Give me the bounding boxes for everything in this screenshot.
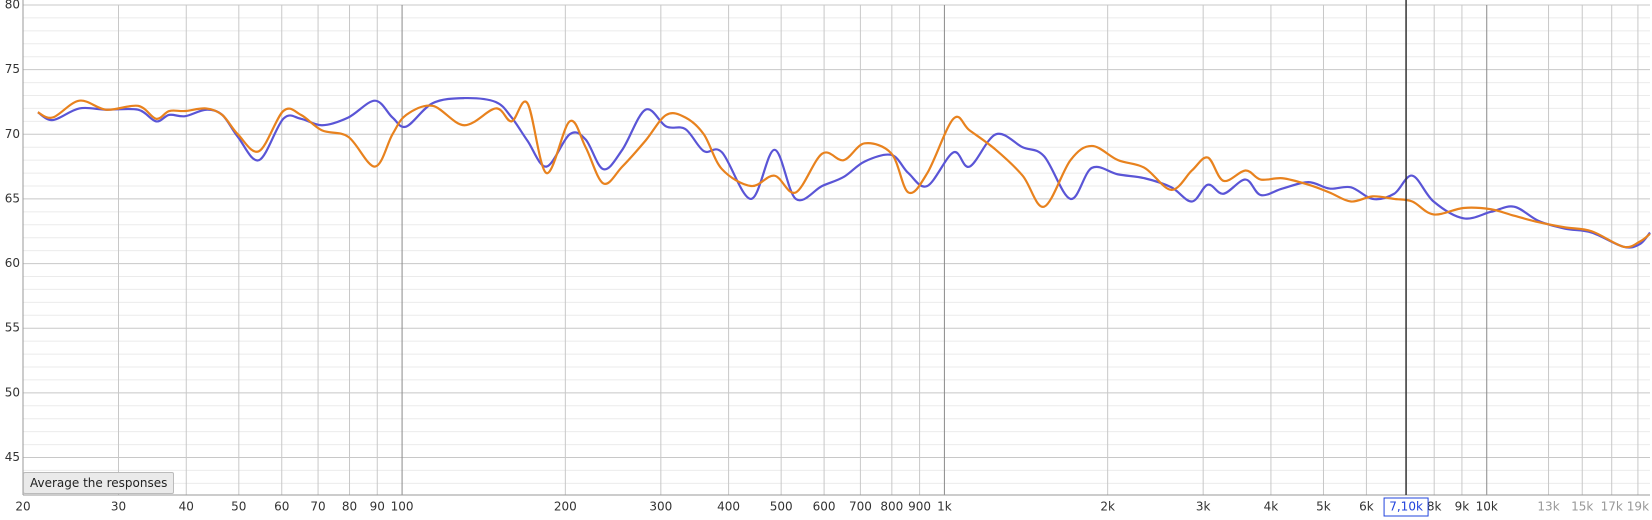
x-tick-label: 15k [1571,500,1593,514]
average-button[interactable]: Average the responses [23,472,175,494]
x-tick-label: 13k [1537,500,1559,514]
x-tick-label: 200 [554,500,577,514]
y-tick-label: 65 [5,191,20,205]
x-tick-label: 8k [1427,500,1442,514]
x-tick-label: 30 [111,500,126,514]
y-tick-label: 75 [5,62,20,76]
cursor-label: 7,10k [1389,500,1423,514]
y-tick-label: 60 [5,256,20,270]
x-tick-label: 700 [849,500,872,514]
x-tick-label: 70 [310,500,325,514]
x-tick-label: 10k [1476,500,1498,514]
x-tick-label: 300 [649,500,672,514]
x-tick-label: 2k [1100,500,1115,514]
x-tick-label: 500 [770,500,793,514]
x-tick-label: 20 [15,500,30,514]
x-tick-label: 4k [1264,500,1279,514]
x-tick-label: 5k [1316,500,1331,514]
x-tick-label: 100 [391,500,414,514]
x-tick-label: 80 [342,500,357,514]
response-line [37,96,1651,249]
x-tick-label: 6k [1359,500,1374,514]
y-tick-label: 50 [5,385,20,399]
x-tick-label: 800 [880,500,903,514]
x-tick-label: 600 [813,500,836,514]
y-tick-label: 80 [5,0,20,12]
cursor-box [1383,497,1429,517]
x-tick-label: 90 [370,500,385,514]
x-tick-label: 900 [908,500,931,514]
x-tick-label: 1k [937,500,952,514]
x-tick-label: 19k [1627,500,1649,514]
y-tick-label: 55 [5,321,20,335]
x-tick-label: 50 [231,500,246,514]
x-tick-label: 40 [179,500,194,514]
y-tick-label: 70 [5,127,20,141]
x-tick-label: 400 [717,500,740,514]
y-tick-label: 45 [5,450,20,464]
x-tick-label: 60 [274,500,289,514]
x-tick-label: 17k [1601,500,1623,514]
x-tick-label: 3k [1196,500,1211,514]
response-line [37,99,1651,249]
x-tick-label: 9k [1455,500,1470,514]
